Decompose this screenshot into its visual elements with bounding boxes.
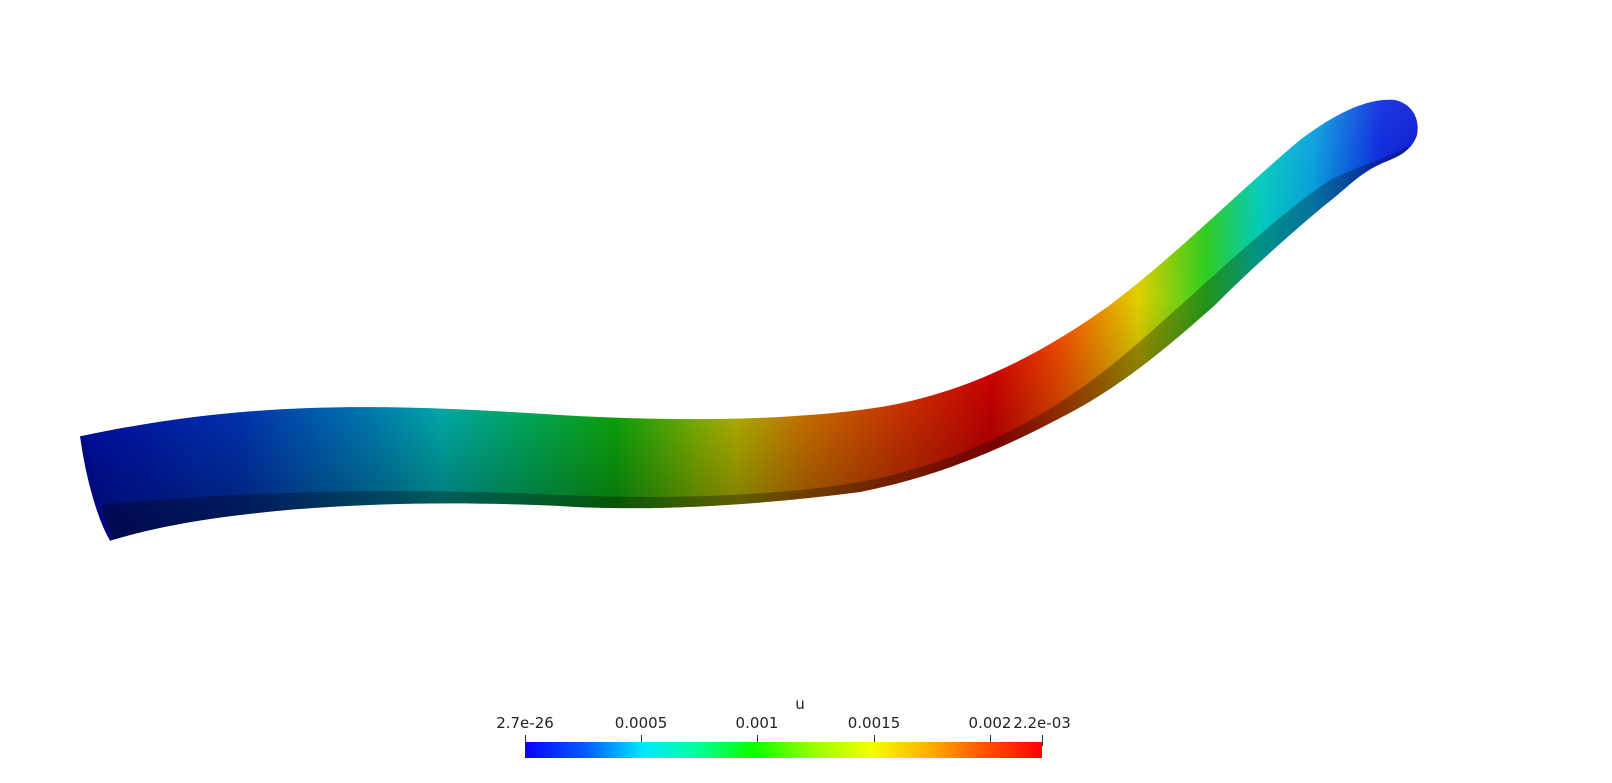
color-legend-label-0005: 0.0005 [614, 714, 668, 732]
color-legend-title: u [795, 695, 805, 713]
tube-shading [82, 99, 1418, 540]
color-legend-label-min: 2.7e-26 [496, 714, 554, 732]
color-legend-tick [874, 735, 875, 746]
color-legend-tick [990, 735, 991, 746]
color-legend-tick [525, 735, 526, 746]
color-legend-label-001: 0.001 [735, 714, 779, 732]
color-legend-label-max: 2.2e-03 [1013, 714, 1071, 732]
color-legend-label-002: 0.002 [968, 714, 1012, 732]
tube-underside-shadow [100, 145, 1410, 540]
color-legend-label-0015: 0.0015 [847, 714, 901, 732]
color-legend-tick [641, 735, 642, 746]
tube-left-end-cap [80, 435, 114, 542]
color-legend: u 2.7e-26 0.0005 0.001 0.0015 0.002 2.2e… [480, 690, 1120, 775]
color-legend-tick [1042, 735, 1043, 746]
color-legend-gradient-bar [525, 742, 1042, 758]
color-legend-tick [757, 735, 758, 746]
